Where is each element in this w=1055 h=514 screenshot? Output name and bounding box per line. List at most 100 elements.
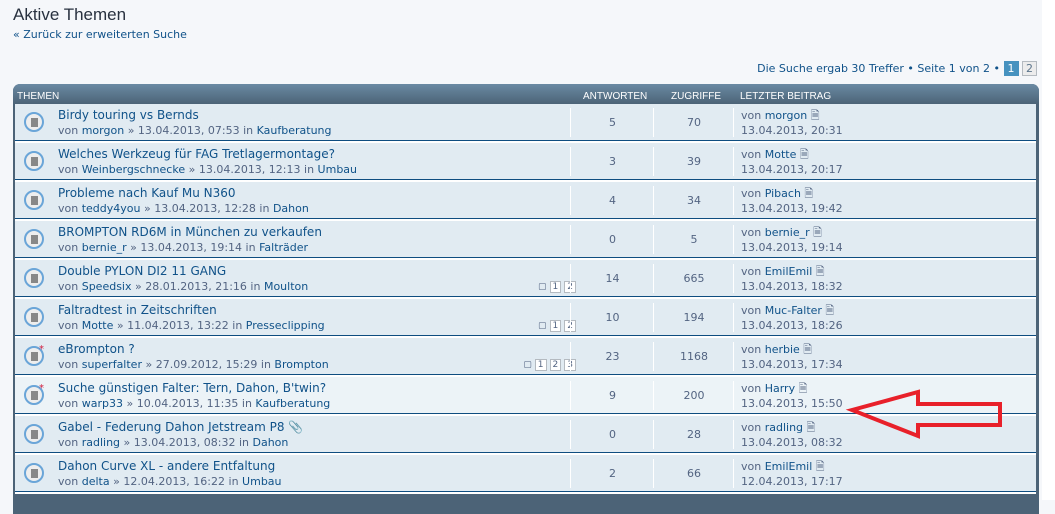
last-post: von bernie_r 🗎 13.04.2013, 19:14 [733,225,843,254]
last-post-author-link[interactable]: Harry [764,382,796,395]
forum-link[interactable]: Dahon [252,436,289,449]
topic-list: Birdy touring vs Bernds von morgon » 13.… [15,104,1036,494]
author-link[interactable]: radling [81,436,121,449]
view-latest-post-icon[interactable]: 🗎 [803,343,813,356]
view-latest-post-icon[interactable]: 🗎 [804,187,814,200]
last-post-author-link[interactable]: Pibach [764,187,801,200]
views-count: 66 [653,459,734,488]
view-latest-post-icon[interactable]: 🗎 [806,421,816,434]
topic-title-link[interactable]: BROMPTON RD6M in München zu verkaufen [58,225,322,239]
view-latest-post-icon[interactable]: 🗎 [825,304,835,317]
forum-link[interactable]: Moulton [263,280,309,293]
view-latest-post-icon[interactable]: 🗎 [798,382,808,395]
views-count: 28 [653,420,734,449]
author-link[interactable]: bernie_r [81,241,127,254]
topic-title-link[interactable]: Double PYLON DI2 11 GANG [58,264,227,278]
scrollbar[interactable] [1042,0,1055,500]
last-post-author-link[interactable]: morgon [764,109,808,122]
forum-link[interactable]: Kaufberatung [255,397,331,410]
view-latest-post-icon[interactable]: 🗎 [799,148,809,161]
views-count: 5 [653,225,734,254]
forum-link[interactable]: Umbau [317,163,358,176]
topic-meta: von morgon » 13.04.2013, 07:53 in Kaufbe… [58,124,332,137]
last-post-date: 13.04.2013, 19:42 [741,202,843,215]
author-link[interactable]: morgon [81,124,125,137]
topic-page-link[interactable]: 1 [534,359,547,371]
topic-date: 13.04.2013, 12:28 [154,202,256,215]
author-link[interactable]: Weinbergschnecke [81,163,186,176]
table-row: Faltradtest in Zeitschriften von Motte »… [15,299,1036,338]
topic-read-icon [24,229,44,249]
pages-icon: ▢ [538,282,547,292]
views-count: 200 [653,381,734,410]
view-latest-post-icon[interactable]: 🗎 [810,109,820,122]
replies-count: 3 [570,147,654,176]
page-title: Aktive Themen [13,5,127,24]
forum-link[interactable]: Dahon [272,202,309,215]
topic-page-link[interactable]: 1 [549,281,562,293]
topic-meta: von Weinbergschnecke » 13.04.2013, 12:13… [58,163,358,176]
forum-link[interactable]: Kaufberatung [256,124,332,137]
last-post: von EmilEmil 🗎 12.04.2013, 17:17 [733,459,843,488]
topic-read-icon [24,424,44,444]
views-count: 34 [653,186,734,215]
topic-meta: von bernie_r » 13.04.2013, 19:14 in Falt… [58,241,309,254]
topic-date: 27.09.2012, 15:29 [155,358,258,371]
table-row: Probleme nach Kauf Mu N360 von teddy4you… [15,182,1036,221]
forum-link[interactable]: Brompton [274,358,329,371]
topic-read-icon [24,112,44,132]
forum-link[interactable]: Presseclipping [245,319,325,332]
author-link[interactable]: Speedsix [81,280,132,293]
last-post-author-link[interactable]: radling [764,421,804,434]
col-topics: THEMEN [17,91,60,102]
replies-count: 2 [570,459,654,488]
topic-title-link[interactable]: Dahon Curve XL - andere Entfaltung [58,459,276,473]
replies-count: 0 [570,225,654,254]
table-row: Double PYLON DI2 11 GANG von Speedsix » … [15,260,1036,299]
page-2[interactable]: 2 [1022,61,1037,76]
col-replies: ANTWORTEN [583,91,648,102]
view-latest-post-icon[interactable]: 🗎 [813,226,822,239]
topic-title-link[interactable]: Faltradtest in Zeitschriften [58,303,217,317]
topic-title-link[interactable]: Gabel - Federung Dahon Jetstream P8 📎 [58,420,304,434]
author-link[interactable]: Motte [81,319,114,332]
last-post-author-link[interactable]: herbie [764,343,800,356]
topic-title-link[interactable]: Birdy touring vs Bernds [58,108,199,122]
last-post-author-link[interactable]: EmilEmil [764,460,813,473]
topic-date: 10.04.2013, 11:35 [136,397,239,410]
topic-title-link[interactable]: Probleme nach Kauf Mu N360 [58,186,236,200]
topic-read-icon [24,463,44,483]
topic-date: 13.04.2013, 19:14 [140,241,243,254]
table-row: Birdy touring vs Bernds von morgon » 13.… [15,104,1036,143]
last-post-author-link[interactable]: EmilEmil [764,265,813,278]
topic-title-link[interactable]: eBrompton ? [58,342,135,356]
topic-date: 13.04.2013, 08:32 [133,436,236,449]
last-post-author-link[interactable]: Motte [764,148,797,161]
author-link[interactable]: delta [81,475,110,488]
table-row: * eBrompton ? von superfalter » 27.09.20… [15,338,1036,377]
last-post-date: 13.04.2013, 19:14 [741,241,843,254]
last-post-author-link[interactable]: Muc-Falter [764,304,822,317]
topic-page-link[interactable]: 1 [549,320,562,332]
topic-meta: von radling » 13.04.2013, 08:32 in Dahon [58,436,289,449]
topic-title-link[interactable]: Welches Werkzeug für FAG Tretlagermontag… [58,147,335,161]
replies-count: 0 [570,420,654,449]
last-post-date: 13.04.2013, 08:32 [741,436,843,449]
table-row: Welches Werkzeug für FAG Tretlagermontag… [15,143,1036,182]
back-to-search-link[interactable]: « Zurück zur erweiterten Suche [13,28,187,41]
replies-count: 10 [570,303,654,332]
forum-link[interactable]: Falträder [259,241,309,254]
forum-link[interactable]: Umbau [242,475,282,488]
author-link[interactable]: warp33 [81,397,123,410]
topic-date: 13.04.2013, 12:13 [198,163,301,176]
topic-meta: von delta » 12.04.2013, 16:22 in Umbau [58,475,282,488]
topic-page-link[interactable]: 2 [549,359,562,371]
view-latest-post-icon[interactable]: 🗎 [815,460,825,473]
last-post-author-link[interactable]: bernie_r [764,226,810,239]
replies-count: 14 [570,264,654,293]
author-link[interactable]: superfalter [81,358,142,371]
topic-title-link[interactable]: Suche günstigen Falter: Tern, Dahon, B't… [58,381,327,395]
page-1[interactable]: 1 [1003,61,1019,76]
author-link[interactable]: teddy4you [81,202,141,215]
view-latest-post-icon[interactable]: 🗎 [815,265,825,278]
